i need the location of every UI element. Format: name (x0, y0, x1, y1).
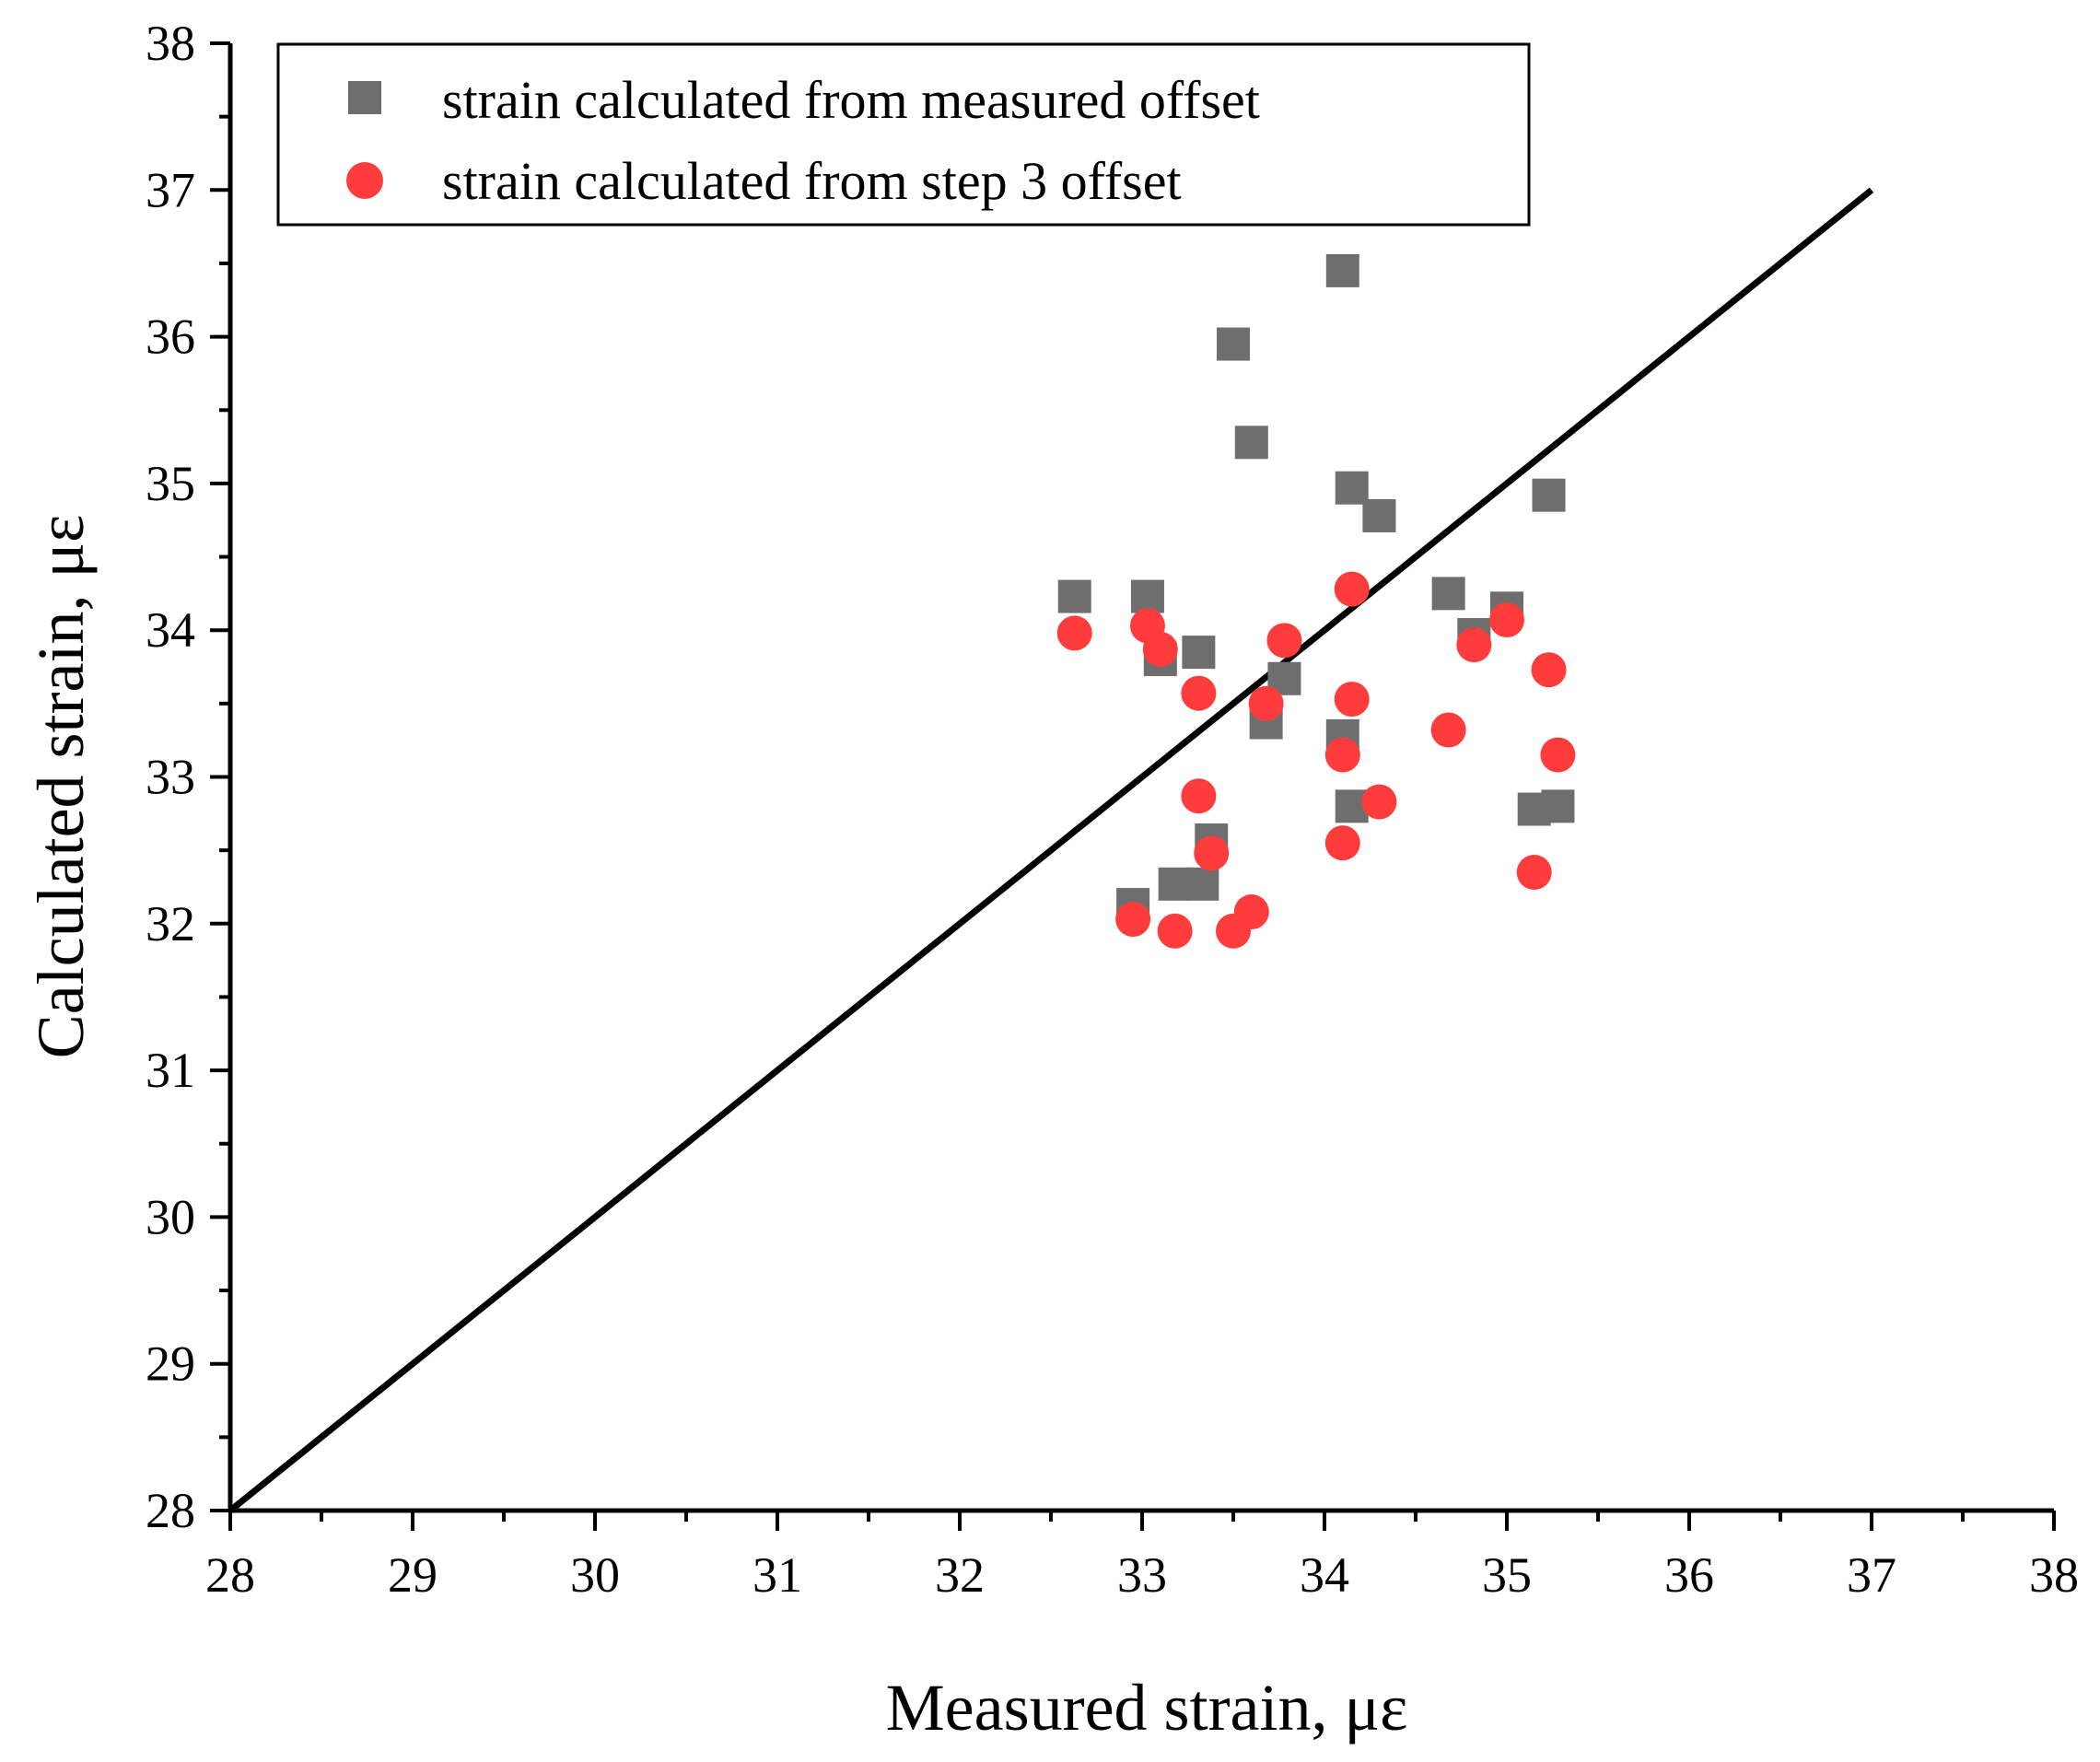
data-point-measured-offset (1234, 426, 1268, 460)
y-tick-label: 29 (146, 1336, 195, 1392)
data-point-measured-offset (1057, 579, 1091, 613)
y-tick-label: 35 (146, 456, 195, 511)
reference-line (228, 187, 1874, 1513)
data-point-step3-offset (1194, 835, 1230, 871)
data-point-measured-offset (1325, 253, 1359, 287)
data-point-step3-offset (1516, 855, 1552, 891)
data-point-step3-offset (1456, 627, 1492, 663)
legend-box (276, 42, 1531, 227)
legend-label-step3: strain calculated from step 3 offset (442, 151, 1182, 211)
data-point-step3-offset (1489, 602, 1524, 638)
x-tick-label: 38 (2029, 1547, 2079, 1603)
data-point-measured-offset (1335, 471, 1369, 505)
data-point-step3-offset (1531, 652, 1567, 688)
y-tick-label: 36 (146, 309, 195, 365)
data-point-measured-offset (1541, 789, 1575, 823)
x-tick-label: 30 (570, 1547, 620, 1603)
legend: strain calculated from measured offset s… (276, 42, 1531, 227)
legend-label-measured: strain calculated from measured offset (442, 70, 1260, 130)
data-point-step3-offset (1324, 825, 1360, 861)
x-tick-label: 32 (935, 1547, 985, 1603)
data-point-step3-offset (1181, 778, 1217, 814)
data-point-step3-offset (1056, 615, 1092, 651)
y-tick-label: 38 (146, 16, 195, 71)
data-point-measured-offset (1362, 498, 1396, 532)
y-tick-label: 37 (146, 162, 195, 217)
y-tick-label: 32 (146, 896, 195, 951)
data-point-step3-offset (1115, 902, 1151, 938)
data-point-step3-offset (1430, 712, 1466, 748)
y-tick-label: 31 (146, 1043, 195, 1098)
data-point-step3-offset (1181, 675, 1217, 711)
data-point-step3-offset (1334, 571, 1370, 607)
y-tick-label: 30 (146, 1189, 195, 1244)
data-point-step3-offset (1157, 913, 1193, 949)
legend-marker-circle (346, 162, 383, 199)
data-point-step3-offset (1334, 682, 1370, 718)
data-point-measured-offset (1431, 577, 1465, 611)
y-axis-title: Calculated strain, με (24, 515, 98, 1059)
data-point-step3-offset (1233, 894, 1269, 930)
x-tick-label: 31 (752, 1547, 802, 1603)
x-tick-label: 35 (1482, 1547, 1532, 1603)
data-point-measured-offset (1185, 867, 1219, 901)
legend-marker-square (348, 81, 381, 114)
x-tick-label: 37 (1847, 1547, 1896, 1603)
data-point-step3-offset (1142, 631, 1178, 667)
x-axis-title: Measured strain, με (886, 1671, 1408, 1744)
data-point-step3-offset (1248, 685, 1284, 721)
y-tick-label: 33 (146, 750, 195, 805)
data-point-step3-offset (1540, 737, 1576, 773)
data-point-measured-offset (1532, 478, 1566, 512)
data-point-measured-offset (1182, 636, 1216, 670)
x-tick-label: 28 (205, 1547, 255, 1603)
y-tick-label: 28 (146, 1483, 195, 1538)
y-tick-label: 34 (146, 602, 195, 658)
x-tick-label: 29 (388, 1547, 438, 1603)
data-point-step3-offset (1266, 623, 1302, 659)
data-point-measured-offset (1217, 327, 1250, 361)
x-tick-label: 33 (1117, 1547, 1167, 1603)
data-point-measured-offset (1130, 579, 1164, 613)
data-point-step3-offset (1361, 784, 1397, 820)
x-tick-label: 36 (1664, 1547, 1714, 1603)
x-tick-label: 34 (1300, 1547, 1349, 1603)
data-point-step3-offset (1324, 737, 1360, 773)
